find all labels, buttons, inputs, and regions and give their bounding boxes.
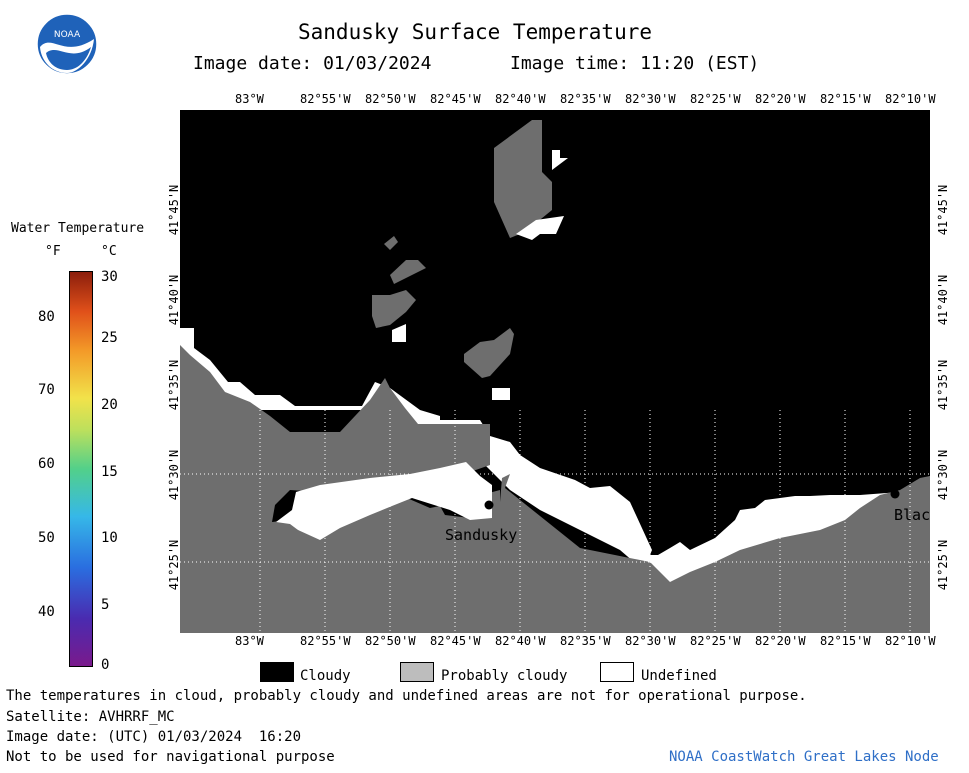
- legend-undefined-label: Undefined: [641, 668, 717, 684]
- graticule: [180, 410, 930, 633]
- legend-undefined-swatch: [600, 662, 634, 682]
- island-kelleys: [390, 260, 426, 284]
- lat-label-right: 41°35'N: [936, 359, 950, 411]
- lon-label-top: 82°55'W: [300, 92, 351, 106]
- lon-label-bottom: 82°35'W: [560, 634, 611, 648]
- lon-label-bottom: 82°20'W: [755, 634, 806, 648]
- image-time-line: Image time: 11:20 (EST): [510, 53, 759, 74]
- colorbar: [69, 271, 93, 667]
- lon-label-bottom: 82°50'W: [365, 634, 416, 648]
- colorbar-tick-c: 10: [101, 530, 118, 546]
- colorbar-tick-c: 15: [101, 464, 118, 480]
- undefined-patch-3: [392, 324, 406, 342]
- page-title: Sandusky Surface Temperature: [298, 20, 653, 44]
- lon-label-bottom: 82°30'W: [625, 634, 676, 648]
- lon-label-top: 82°35'W: [560, 92, 611, 106]
- island-middle: [372, 290, 416, 328]
- undefined-patch-4: [492, 388, 510, 400]
- lat-label-left: 41°30'N: [167, 449, 181, 501]
- undefined-patch-1: [552, 150, 568, 170]
- lat-label-left: 41°45'N: [167, 184, 181, 236]
- footer-credit: NOAA CoastWatch Great Lakes Node: [669, 749, 939, 765]
- footer-disclaimer: The temperatures in cloud, probably clou…: [6, 688, 807, 704]
- colorbar-tick-f: 50: [38, 530, 55, 546]
- lon-label-top: 82°10'W: [885, 92, 936, 106]
- colorbar-tick-c: 30: [101, 269, 118, 285]
- image-date-value: 01/03/2024: [323, 53, 432, 74]
- island-east-north: [494, 120, 552, 238]
- image-time-label: Image time:: [510, 53, 630, 74]
- lat-label-right: 41°25'N: [936, 539, 950, 591]
- legend-cloudy-label: Cloudy: [300, 668, 351, 684]
- lon-label-top: 83°W: [235, 92, 264, 106]
- lon-label-top: 82°20'W: [755, 92, 806, 106]
- image-date-line: Image date: 01/03/2024: [193, 53, 431, 74]
- lon-label-top: 82°50'W: [365, 92, 416, 106]
- lon-label-top: 82°30'W: [625, 92, 676, 106]
- lon-label-bottom: 82°40'W: [495, 634, 546, 648]
- footer-utc-date: Image date: (UTC) 01/03/2024 16:20: [6, 729, 302, 745]
- city-marker-blac: [890, 489, 900, 499]
- colorbar-tick-f: 80: [38, 309, 55, 325]
- lat-label-right: 41°40'N: [936, 274, 950, 326]
- lat-label-right: 41°45'N: [936, 184, 950, 236]
- lat-label-right: 41°30'N: [936, 449, 950, 501]
- lat-label-left: 41°25'N: [167, 539, 181, 591]
- image-date-label: Image date:: [193, 53, 313, 74]
- lon-label-bottom: 82°45'W: [430, 634, 481, 648]
- colorbar-title: Water Temperature: [11, 221, 145, 236]
- footer-satellite: Satellite: AVHRRF_MC: [6, 709, 175, 725]
- footer-navigation: Not to be used for navigational purpose: [6, 749, 335, 765]
- lon-label-top: 82°45'W: [430, 92, 481, 106]
- lat-label-left: 41°35'N: [167, 359, 181, 411]
- island-pelee: [464, 328, 514, 378]
- legend-cloudy-swatch: [260, 662, 294, 682]
- noaa-logo-text: NOAA: [54, 30, 81, 40]
- city-label-sandusky: Sandusky: [445, 526, 517, 544]
- colorbar-tick-c: 25: [101, 330, 118, 346]
- colorbar-tick-f: 70: [38, 382, 55, 398]
- colorbar-tick-c: 20: [101, 397, 118, 413]
- image-time-value: 11:20 (EST): [640, 53, 760, 74]
- legend-probably-cloudy-swatch: [400, 662, 434, 682]
- colorbar-tick-f: 60: [38, 456, 55, 472]
- colorbar-tick-c: 5: [101, 597, 110, 613]
- lon-label-bottom: 82°10'W: [885, 634, 936, 648]
- sandusky-bay: [276, 462, 492, 540]
- lat-label-left: 41°40'N: [167, 274, 181, 326]
- legend-probably-cloudy-label: Probably cloudy: [441, 668, 568, 684]
- island-small-a: [384, 236, 398, 250]
- lon-label-bottom: 83°W: [235, 634, 264, 648]
- lon-label-top: 82°15'W: [820, 92, 871, 106]
- undefined-patch-2: [516, 216, 564, 240]
- colorbar-tick-c: 0: [101, 657, 110, 673]
- lon-label-bottom: 82°55'W: [300, 634, 351, 648]
- probably-cloudy-land: [180, 345, 930, 633]
- colorbar-tick-f: 40: [38, 604, 55, 620]
- lon-label-top: 82°40'W: [495, 92, 546, 106]
- undefined-area: [180, 328, 930, 588]
- city-label-blac: Blac: [894, 506, 930, 524]
- lon-label-bottom: 82°15'W: [820, 634, 871, 648]
- sst-map: Sandusky Blac: [180, 110, 930, 633]
- colorbar-unit-c: °C: [101, 244, 117, 259]
- city-marker-sandusky: [484, 500, 494, 510]
- lon-label-top: 82°25'W: [690, 92, 741, 106]
- noaa-logo: NOAA: [36, 13, 98, 75]
- lon-label-bottom: 82°25'W: [690, 634, 741, 648]
- colorbar-unit-f: °F: [45, 244, 61, 259]
